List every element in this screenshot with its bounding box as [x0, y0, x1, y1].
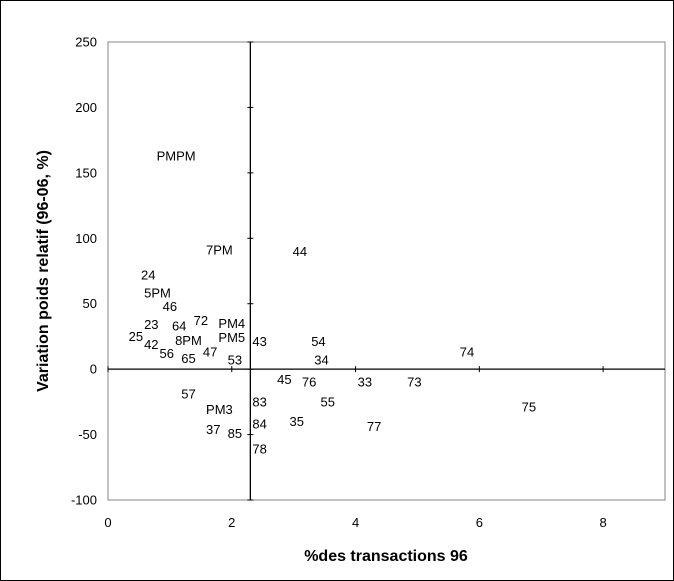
- data-point-label: 44: [293, 244, 307, 259]
- y-tick-label: -100: [71, 493, 97, 508]
- y-tick-label: -50: [78, 427, 97, 442]
- x-tick-label: 2: [228, 515, 235, 530]
- data-point-label: 8PM: [175, 333, 202, 348]
- plot-area: [107, 41, 666, 501]
- data-point-label: 33: [358, 375, 372, 390]
- data-point-label: 75: [522, 400, 536, 415]
- data-point-label: 72: [194, 313, 208, 328]
- data-point-label: 83: [252, 394, 266, 409]
- data-point-label: 23: [144, 317, 158, 332]
- y-tick-label: 50: [83, 296, 97, 311]
- data-point-label: PM5: [218, 330, 245, 345]
- data-point-label: 25: [129, 329, 143, 344]
- x-axis-title: %des transactions 96: [304, 548, 468, 565]
- data-point-label: 77: [367, 419, 381, 434]
- y-tick-label: 0: [90, 362, 97, 377]
- data-point-label: PM3: [206, 402, 233, 417]
- x-tick-label: 0: [104, 515, 111, 530]
- data-point-label: 7PM: [206, 243, 233, 258]
- data-point-label: 5PM: [144, 286, 171, 301]
- data-point-label: 43: [252, 334, 266, 349]
- y-tick-label: 200: [75, 100, 97, 115]
- data-point-label: 47: [203, 345, 217, 360]
- data-point-label: 55: [320, 394, 334, 409]
- data-point-label: 84: [252, 417, 266, 432]
- data-point-label: 34: [314, 352, 328, 367]
- x-tick-label: 6: [476, 515, 483, 530]
- data-point-label: 53: [228, 352, 242, 367]
- y-tick-label: 150: [75, 165, 97, 180]
- y-tick-label: 250: [75, 35, 97, 50]
- x-tick-label: 4: [352, 515, 359, 530]
- data-point-label: 73: [407, 375, 421, 390]
- data-point-label: 35: [290, 414, 304, 429]
- data-point-label: 46: [163, 299, 177, 314]
- data-point-label: 78: [252, 441, 266, 456]
- data-point-label: 65: [181, 351, 195, 366]
- data-point-label: 85: [228, 426, 242, 441]
- data-point-label: PMPM: [157, 148, 196, 163]
- data-point-label: 57: [181, 387, 195, 402]
- y-axis-title: Variation poids relatif (96-06, %): [35, 150, 52, 392]
- data-point-label: 74: [460, 345, 474, 360]
- y-tick-label: 100: [75, 231, 97, 246]
- x-tick-label: 8: [599, 515, 606, 530]
- data-point-label: 54: [311, 334, 325, 349]
- data-point-label: PM4: [218, 316, 245, 331]
- data-point-label: 45: [277, 372, 291, 387]
- data-point-label: 64: [172, 318, 186, 333]
- data-point-label: 56: [160, 346, 174, 361]
- data-point-label: 37: [206, 422, 220, 437]
- data-point-label: 76: [302, 375, 316, 390]
- data-point-label: 24: [141, 267, 155, 282]
- data-point-label: 42: [144, 337, 158, 352]
